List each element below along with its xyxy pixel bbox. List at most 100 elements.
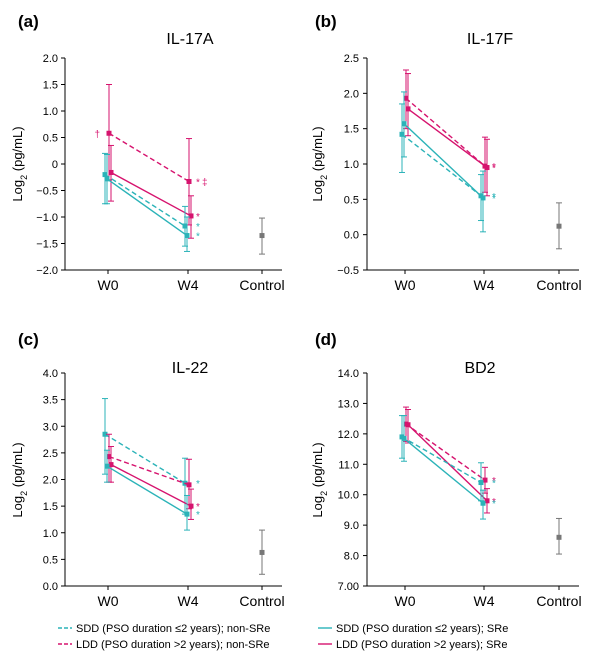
series-sdd_nonsre [102, 398, 188, 515]
legend-item-ldd_sre: LDD (PSO duration >2 years); SRe [318, 639, 508, 651]
y-tick-label: 7.00 [338, 581, 359, 593]
panel-title: IL-22 [172, 360, 209, 377]
data-point-w0 [401, 435, 407, 441]
y-tick-label: 0 [52, 159, 58, 171]
significance-marker: * [196, 510, 200, 521]
series-line [108, 132, 190, 183]
series-control [556, 517, 562, 555]
data-point-w0 [108, 462, 114, 468]
data-point-w0 [104, 176, 110, 182]
chart-panel-2: (c) IL-22 4.0 3.5 3.0 2.5 2.0 1.5 1.0 0.5 0.0 W0 W4 C… [10, 330, 285, 609]
series-ldd_sre [108, 445, 194, 520]
x-tick-label: W0 [98, 593, 119, 609]
y-tick-label: 1.5 [43, 80, 58, 92]
y-tick-label: 9.0 [344, 520, 359, 532]
x-tick-label: Control [536, 277, 581, 293]
data-point-w0 [106, 454, 112, 460]
data-point-w0 [399, 131, 405, 137]
significance-marker: * [196, 502, 200, 513]
y-tick-label: 2.0 [344, 88, 359, 100]
x-tick-label: W4 [178, 277, 199, 293]
y-tick-label: 1.0 [344, 159, 359, 171]
y-label-sub: 2 [19, 175, 29, 180]
series-line [405, 97, 486, 167]
significance-marker: ‡ [202, 177, 208, 188]
y-tick-label: 0.0 [344, 230, 359, 242]
series-line [407, 108, 488, 169]
data-point-control [259, 233, 265, 239]
error-bar [405, 73, 411, 137]
data-point-w4 [484, 498, 490, 504]
significance-marker: * [196, 212, 200, 223]
y-tick-label: 0.5 [43, 554, 58, 566]
series-sdd_sre [401, 91, 486, 233]
series-line [106, 178, 188, 237]
y-label-main: Log [310, 180, 325, 202]
y-tick-label: 2.5 [43, 448, 58, 460]
legend-label: SDD (PSO duration ≤2 years); SRe [336, 623, 508, 635]
legend-item-sdd_sre: SDD (PSO duration ≤2 years); SRe [318, 623, 508, 635]
x-tick-label: Control [239, 593, 284, 609]
series-control [259, 529, 265, 575]
significance-marker: * [492, 192, 496, 203]
y-axis-label: Log2 (pg/mL) [10, 442, 29, 517]
y-tick-label: 2.0 [43, 475, 58, 487]
y-tick-label: 11.0 [338, 459, 359, 471]
x-tick-label: W0 [395, 593, 416, 609]
series-line [405, 423, 486, 481]
data-point-control [259, 549, 265, 555]
series-control [556, 202, 562, 250]
panel-letter: (a) [18, 12, 39, 31]
y-tick-label: 2.5 [344, 53, 359, 65]
y-tick-label: −1.0 [36, 212, 58, 224]
data-point-w0 [108, 169, 114, 175]
y-tick-label: 2.0 [43, 53, 58, 65]
y-tick-label: −0.5 [337, 265, 359, 277]
y-label-unit: (pg/mL) [310, 126, 325, 174]
data-point-w4 [478, 480, 484, 486]
y-tick-label: 1.0 [43, 106, 58, 118]
chart-panel-0: (a) IL-17A 2.0 1.5 1.0 0.5 0 −0.5 −1.0 −1.5 −2.0 W0… [10, 12, 285, 293]
y-label-main: Log [10, 496, 25, 518]
y-label-unit: (pg/mL) [310, 442, 325, 490]
data-point-w0 [102, 172, 108, 178]
significance-marker: * [492, 194, 496, 205]
series-sdd_sre [104, 449, 190, 531]
panel-letter: (d) [315, 330, 337, 349]
significance-marker: * [492, 164, 496, 175]
series-line [110, 463, 192, 507]
series-line [110, 171, 192, 217]
legend-label: LDD (PSO duration >2 years); non-SRe [76, 639, 270, 651]
y-axis-label: Log2 (pg/mL) [310, 126, 329, 201]
error-bar [480, 170, 486, 233]
data-point-w0 [405, 422, 411, 428]
y-tick-label: 13.0 [338, 398, 359, 410]
legend-label: LDD (PSO duration >2 years); SRe [336, 639, 508, 651]
data-point-control [556, 534, 562, 540]
series-ldd_nonsre [106, 84, 192, 226]
data-point-w4 [480, 195, 486, 201]
panel-title: BD2 [464, 360, 495, 377]
y-tick-label: 12.0 [338, 429, 359, 441]
data-point-w4 [188, 503, 194, 509]
significance-marker: * [492, 162, 496, 173]
legend-label: SDD (PSO duration ≤2 years); non-SRe [76, 623, 270, 635]
x-tick-label: W0 [98, 277, 119, 293]
data-point-w0 [403, 95, 409, 101]
x-tick-label: W4 [474, 277, 495, 293]
data-point-w4 [184, 511, 190, 517]
series-ldd_sre [108, 144, 194, 239]
data-point-w4 [184, 233, 190, 239]
y-tick-label: 8.0 [344, 551, 359, 563]
chart-panel-1: (b) IL-17F 2.5 2.0 1.5 1.0 0.5 0.0 −0.5 W0 W4 Contr… [310, 12, 582, 293]
data-point-w0 [104, 463, 110, 469]
x-tick-label: W0 [395, 277, 416, 293]
data-point-w4 [480, 500, 486, 506]
y-axis-label: Log2 (pg/mL) [10, 126, 29, 201]
x-tick-label: W4 [178, 593, 199, 609]
panel-title: IL-17A [166, 31, 213, 48]
series-sdd_nonsre [399, 103, 484, 222]
y-label-unit: (pg/mL) [10, 442, 25, 490]
data-point-w4 [186, 482, 192, 488]
series-sdd_nonsre [102, 152, 188, 247]
